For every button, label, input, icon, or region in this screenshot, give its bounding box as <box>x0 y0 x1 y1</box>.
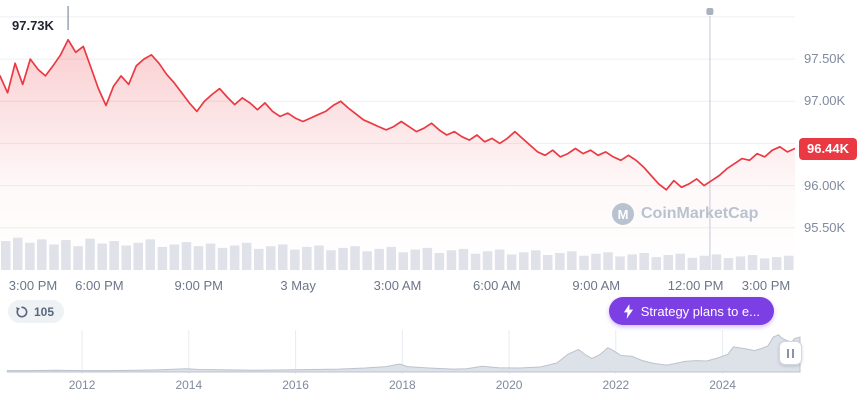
y-axis-label: 97.50K <box>804 51 846 67</box>
coinmarketcap-logo-icon: M <box>612 203 634 225</box>
history-count-badge[interactable]: 105 <box>8 300 65 323</box>
range-year-label: 2022 <box>602 378 630 392</box>
range-year-label: 2020 <box>495 378 523 392</box>
high-price-label: 97.73K <box>12 18 54 33</box>
x-axis-label: 3 May <box>280 278 316 293</box>
lightning-icon <box>623 303 633 319</box>
main-chart-area: 97.73K 96.44K 97.50K 97.00K 96.00K 95.50K M… <box>0 0 860 270</box>
y-axis: 96.44K 97.50K 97.00K 96.00K 95.50K <box>796 0 860 270</box>
drag-handle-bar <box>792 348 794 358</box>
x-axis-label: 3:00 PM <box>8 278 58 293</box>
range-year-label: 2016 <box>282 378 309 392</box>
range-year-label: 2012 <box>68 378 96 392</box>
x-axis-label: 12:00 PM <box>667 278 724 293</box>
event-annotation-pin[interactable] <box>706 8 714 15</box>
y-axis-label: 96.00K <box>804 177 846 193</box>
strategy-event-button[interactable]: Strategy plans to e... <box>608 297 774 325</box>
price-area-fill <box>0 39 795 270</box>
event-button-label: Strategy plans to e... <box>640 303 760 319</box>
range-selector: 2012 2014 2016 2018 2020 2022 2024 <box>0 330 860 400</box>
x-axis-label: 9:00 AM <box>572 278 621 293</box>
x-axis-label: 3:00 PM <box>741 278 791 293</box>
x-axis-label: 6:00 PM <box>75 278 124 293</box>
x-axis-label: 3:00 AM <box>373 278 422 293</box>
x-axis: 3:00 PM 6:00 PM 9:00 PM 3 May 3:00 AM 6:00 AM… <box>0 273 795 297</box>
range-year-label: 2014 <box>175 378 203 392</box>
current-price-badge: 96.44K <box>799 137 857 160</box>
mini-chart-svg[interactable] <box>0 330 860 374</box>
history-icon <box>16 306 28 317</box>
volume-bars <box>1 237 794 270</box>
price-line <box>0 38 795 191</box>
range-years: 2012 2014 2016 2018 2020 2022 2024 <box>0 378 860 396</box>
history-count: 105 <box>34 304 55 319</box>
all-time-area <box>6 334 801 373</box>
watermark: M CoinMarketCap <box>612 203 758 225</box>
controls-row: 105 Strategy plans to e... <box>0 296 860 330</box>
x-axis-label: 6:00 AM <box>473 278 521 293</box>
x-axis-label: 9:00 PM <box>174 278 223 293</box>
range-year-label: 2018 <box>388 378 416 392</box>
range-drag-handle[interactable] <box>779 341 802 365</box>
y-axis-label: 95.50K <box>804 219 846 235</box>
drag-handle-bar <box>787 348 789 358</box>
range-year-label: 2024 <box>709 378 736 392</box>
main-price-chart[interactable] <box>0 0 795 270</box>
watermark-text: CoinMarketCap <box>641 205 759 222</box>
y-axis-label: 97.00K <box>804 93 846 109</box>
